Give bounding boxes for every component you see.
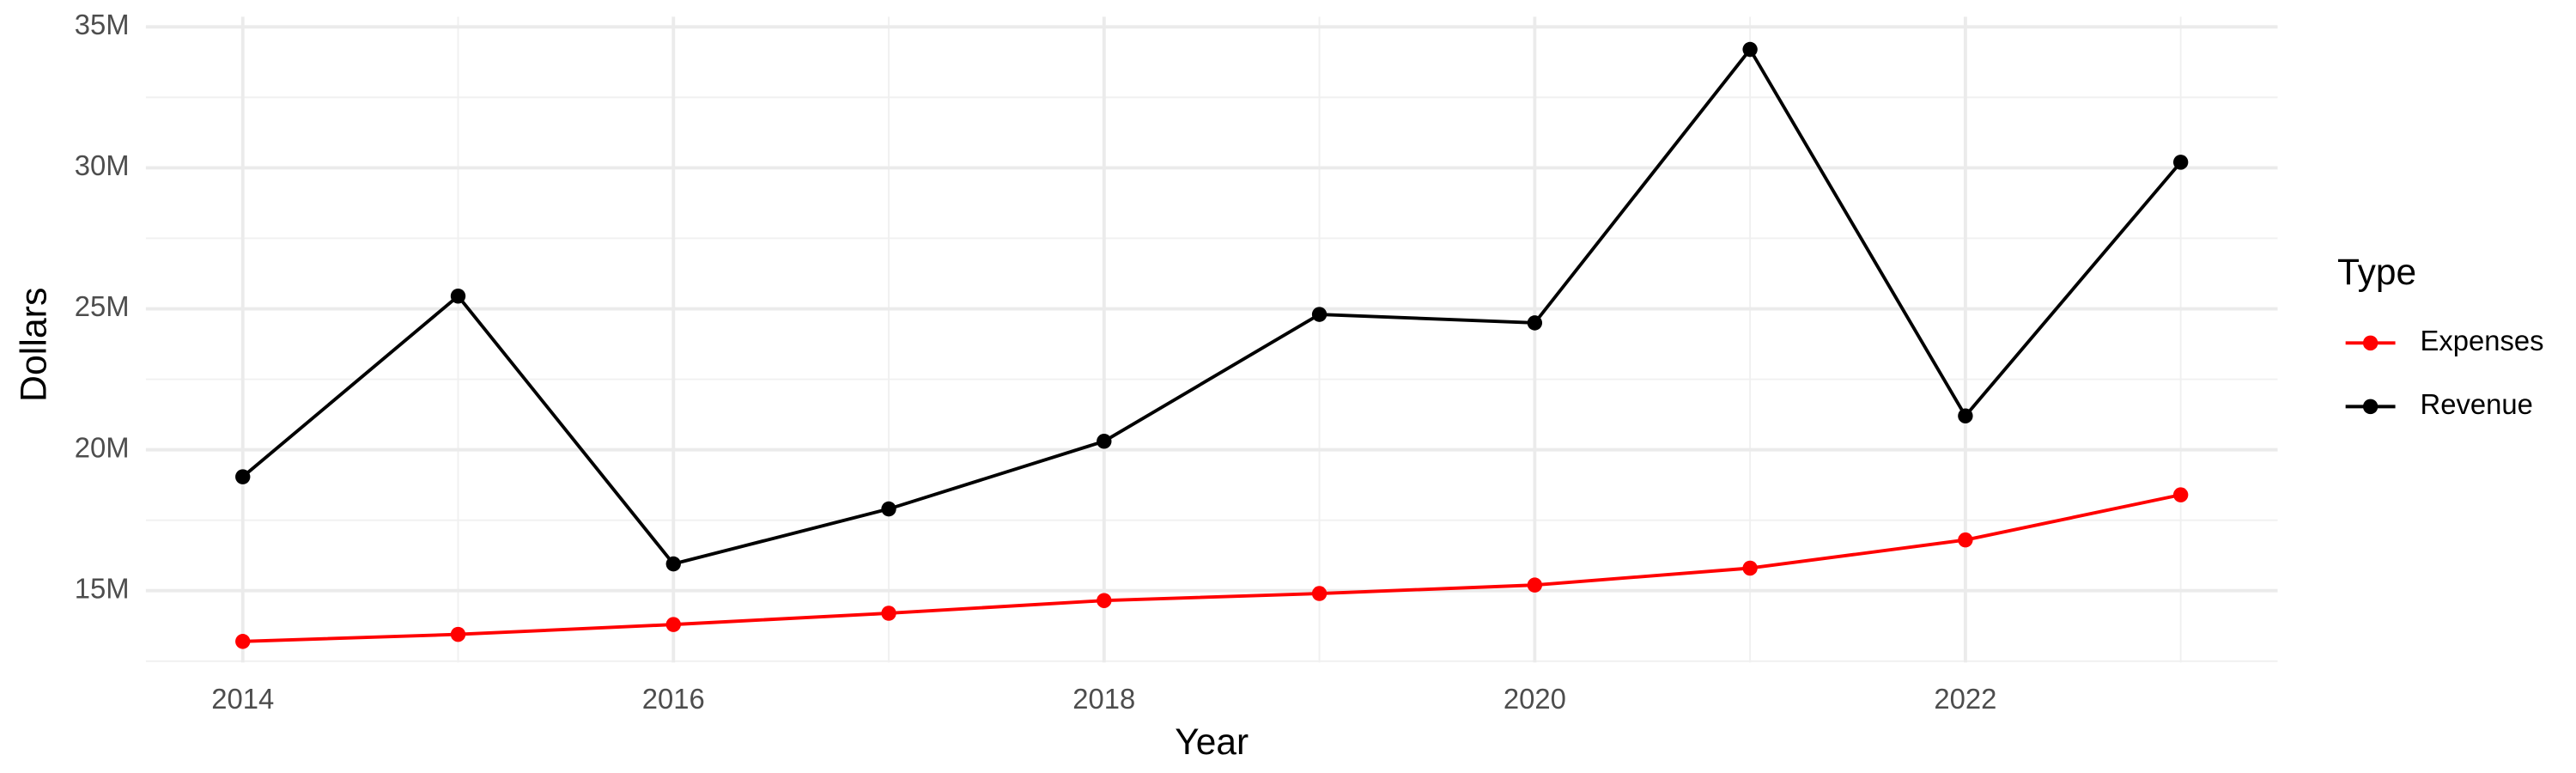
data-point <box>2172 155 2189 170</box>
x-tick-label: 2014 <box>211 683 274 715</box>
data-point <box>1097 434 1112 449</box>
data-point <box>235 634 251 649</box>
x-tick-label: 2018 <box>1072 683 1135 715</box>
data-point <box>881 606 896 621</box>
legend-key-point <box>2362 399 2379 415</box>
data-point <box>1527 577 1543 593</box>
x-tick-label: 2016 <box>642 683 705 715</box>
data-point <box>1527 315 1543 331</box>
legend-label: Expenses <box>2421 325 2544 356</box>
y-tick-label: 35M <box>75 9 130 40</box>
data-point <box>1958 532 1973 548</box>
data-point <box>1311 586 1327 601</box>
data-point <box>1742 560 1758 576</box>
data-point <box>1958 408 1973 424</box>
legend-label: Revenue <box>2421 388 2533 420</box>
y-tick-label: 20M <box>75 431 130 463</box>
data-point <box>450 288 466 304</box>
x-tick-label: 2020 <box>1504 683 1566 715</box>
legend-key-point <box>2362 335 2379 351</box>
y-tick-label: 15M <box>75 572 130 604</box>
data-point <box>1097 593 1112 608</box>
y-tick-label: 30M <box>75 149 130 181</box>
data-point <box>665 617 681 632</box>
y-tick-label: 25M <box>75 290 130 322</box>
x-axis-title: Year <box>1175 721 1249 763</box>
y-axis-title: Dollars <box>14 288 55 402</box>
data-point <box>2172 487 2189 502</box>
series-line <box>242 493 2182 643</box>
data-point <box>881 501 896 517</box>
x-tick-label: 2022 <box>1934 683 1996 715</box>
data-point <box>1742 41 1758 58</box>
data-point <box>1311 307 1327 322</box>
data-point <box>665 556 681 572</box>
data-point <box>450 626 466 642</box>
data-point <box>235 469 251 484</box>
series-line <box>241 46 2183 566</box>
legend-title: Type <box>2337 252 2416 293</box>
